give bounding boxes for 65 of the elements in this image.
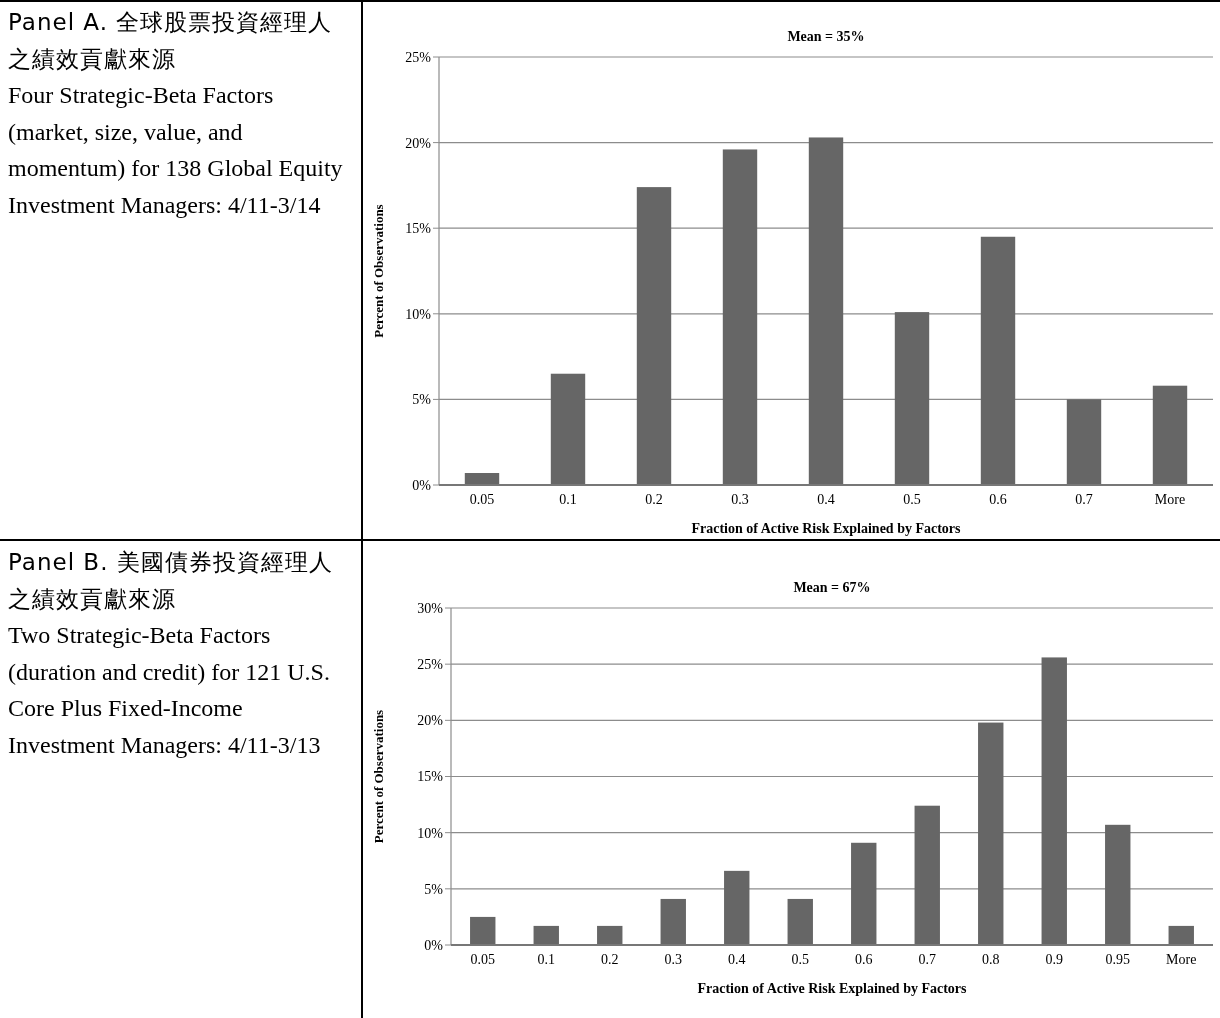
x-tick-label: 0.9: [1045, 952, 1063, 967]
bar: [660, 898, 686, 945]
y-tick-label: 20%: [405, 135, 432, 151]
x-tick-label: 0.6: [989, 492, 1007, 507]
bar: [464, 473, 500, 485]
y-tick-label: 10%: [417, 825, 444, 841]
x-tick-label: 0.3: [664, 952, 682, 967]
bar: [533, 925, 559, 945]
x-axis-title: Fraction of Active Risk Explained by Factors: [691, 521, 962, 536]
text: Panel B. 美國債券投資經理人之績效貢獻來源: [8, 548, 334, 614]
text: Panel A. 全球股票投資經理人之績效貢獻來源: [8, 8, 334, 74]
x-tick-label: 0.95: [1105, 952, 1130, 967]
x-tick-label: 0.5: [791, 952, 809, 967]
x-tick-label: 0.6: [855, 952, 873, 967]
bar: [787, 898, 813, 945]
x-tick-label: 0.7: [918, 952, 936, 967]
bar: [724, 870, 750, 945]
bar: [550, 373, 586, 485]
x-tick-label: 0.05: [470, 952, 495, 967]
y-tick-label: 25%: [417, 657, 444, 673]
y-tick-label: 0%: [412, 477, 432, 493]
text: Four Strategic-Beta Factors (market, size, value, and momentum) for 138 Global Equity Investment Managers: 4/11-3/14: [8, 81, 344, 220]
y-axis-title: Percent of Observations: [371, 204, 386, 338]
y-tick-label: 5%: [424, 881, 444, 897]
y-tick-label: 15%: [405, 221, 432, 237]
y-tick-label: 0%: [424, 937, 444, 953]
bar: [1168, 925, 1194, 945]
text: Two Strategic-Beta Factors (duration and credit) for 121 U.S. Core Plus Fixed-Income Investment Managers: 4/11-3/13: [8, 621, 331, 760]
x-tick-label: 0.1: [559, 492, 577, 507]
x-axis-title: Fraction of Active Risk Explained by Factors: [697, 981, 968, 996]
x-tick-label: 0.4: [728, 952, 746, 967]
y-tick-label: 5%: [412, 392, 432, 408]
x-tick-label: 0.7: [1075, 492, 1093, 507]
bar: [1066, 399, 1102, 485]
bar: [1105, 824, 1131, 945]
y-tick-label: 20%: [417, 713, 444, 729]
x-tick-label: 0.3: [731, 492, 749, 507]
bar: [808, 137, 844, 485]
x-tick-label: 0.4: [817, 492, 835, 507]
chart-title: Mean = 35%: [787, 29, 865, 44]
x-tick-label: 0.2: [645, 492, 663, 507]
bar: [894, 312, 930, 485]
bar: [978, 722, 1004, 945]
y-tick-label: 10%: [405, 306, 432, 322]
y-axis-title: Percent of Observations: [371, 709, 386, 844]
bar: [470, 916, 496, 945]
x-tick-label: 0.2: [601, 952, 619, 967]
y-tick-label: 15%: [417, 769, 444, 785]
y-tick-label: 25%: [405, 49, 432, 65]
bar: [1152, 385, 1188, 485]
x-tick-label: 0.8: [982, 952, 1000, 967]
bar: [597, 925, 623, 945]
x-tick-label: More: [1166, 952, 1197, 967]
x-tick-label: 0.05: [469, 492, 495, 507]
chart-title: Mean = 67%: [793, 580, 871, 595]
bar: [980, 236, 1016, 485]
bar: [1041, 657, 1067, 945]
x-tick-label: 0.5: [903, 492, 921, 507]
bar: [851, 842, 877, 945]
y-tick-label: 30%: [417, 600, 444, 616]
x-tick-label: More: [1154, 492, 1186, 507]
bar: [914, 805, 940, 945]
x-tick-label: 0.1: [537, 952, 555, 967]
bar: [636, 187, 672, 485]
bar: [722, 149, 758, 485]
